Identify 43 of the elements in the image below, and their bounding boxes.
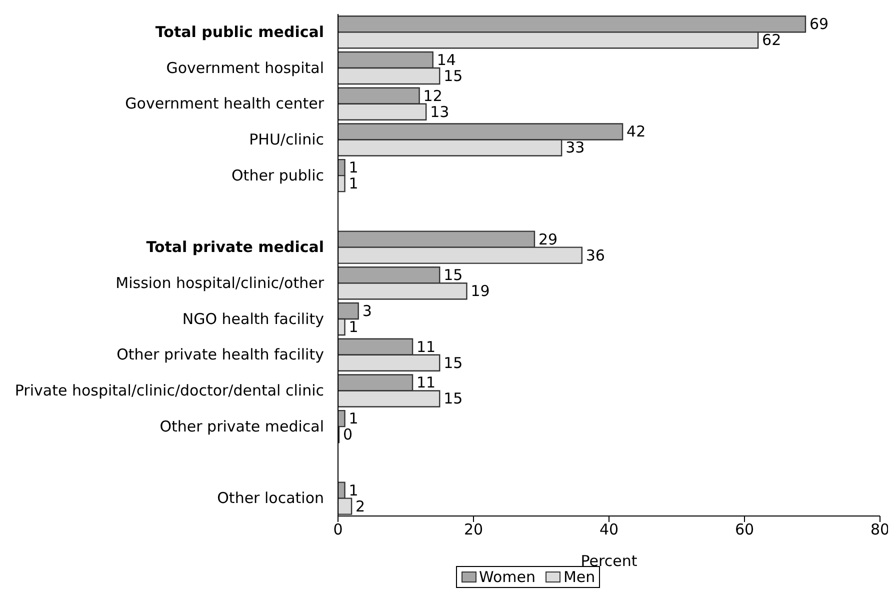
x-tick-label: 0 [333,520,343,539]
data-label: 3 [362,302,372,320]
data-label: 15 [444,266,463,284]
data-label: 62 [762,31,782,50]
y-tick-label: Mission hospital/clinic/other [116,274,325,292]
data-label: 36 [586,246,605,264]
y-tick-label: PHU/clinic [249,130,324,148]
data-label: 14 [436,51,456,70]
y-tick-label: Other public [232,166,324,184]
data-label: 15 [444,354,463,372]
data-label: 15 [444,390,463,408]
data-label: 42 [626,122,646,141]
data-label: 12 [423,86,442,105]
x-tick-label: 20 [464,520,484,539]
x-tick-label: 40 [599,520,619,539]
data-label: 19 [470,282,490,300]
y-tick-label: Total private medical [146,238,324,256]
data-label: 2 [356,497,366,516]
data-label: 13 [430,102,450,121]
data-label: 11 [416,338,436,356]
y-tick-label: Other private health facility [116,346,324,364]
data-label: 1 [348,158,358,177]
data-label: 29 [538,230,558,248]
legend-label: Women [478,568,536,586]
data-label: 1 [348,318,358,336]
legend-label: Men [562,568,596,586]
y-tick-label: Government health center [125,94,325,113]
data-label: 1 [348,481,358,500]
x-tick-label: 60 [734,520,754,539]
data-label: 0 [343,426,353,444]
data-label: 11 [416,374,436,392]
y-tick-label: Private hospital/clinic/doctor/dental clinic [14,382,324,400]
y-tick-label: Total public medical [155,22,324,41]
data-label: 1 [348,174,358,193]
data-label: 69 [809,15,829,34]
data-label: 1 [348,410,358,428]
data-label: 33 [566,138,585,157]
x-axis-title: Percent [580,552,638,570]
y-tick-label: Other location [217,489,324,508]
data-label: 15 [444,67,463,86]
y-tick-label: Other private medical [160,417,324,436]
y-tick-label: NGO health facility [182,310,324,328]
y-tick-label: Government hospital [166,58,324,77]
